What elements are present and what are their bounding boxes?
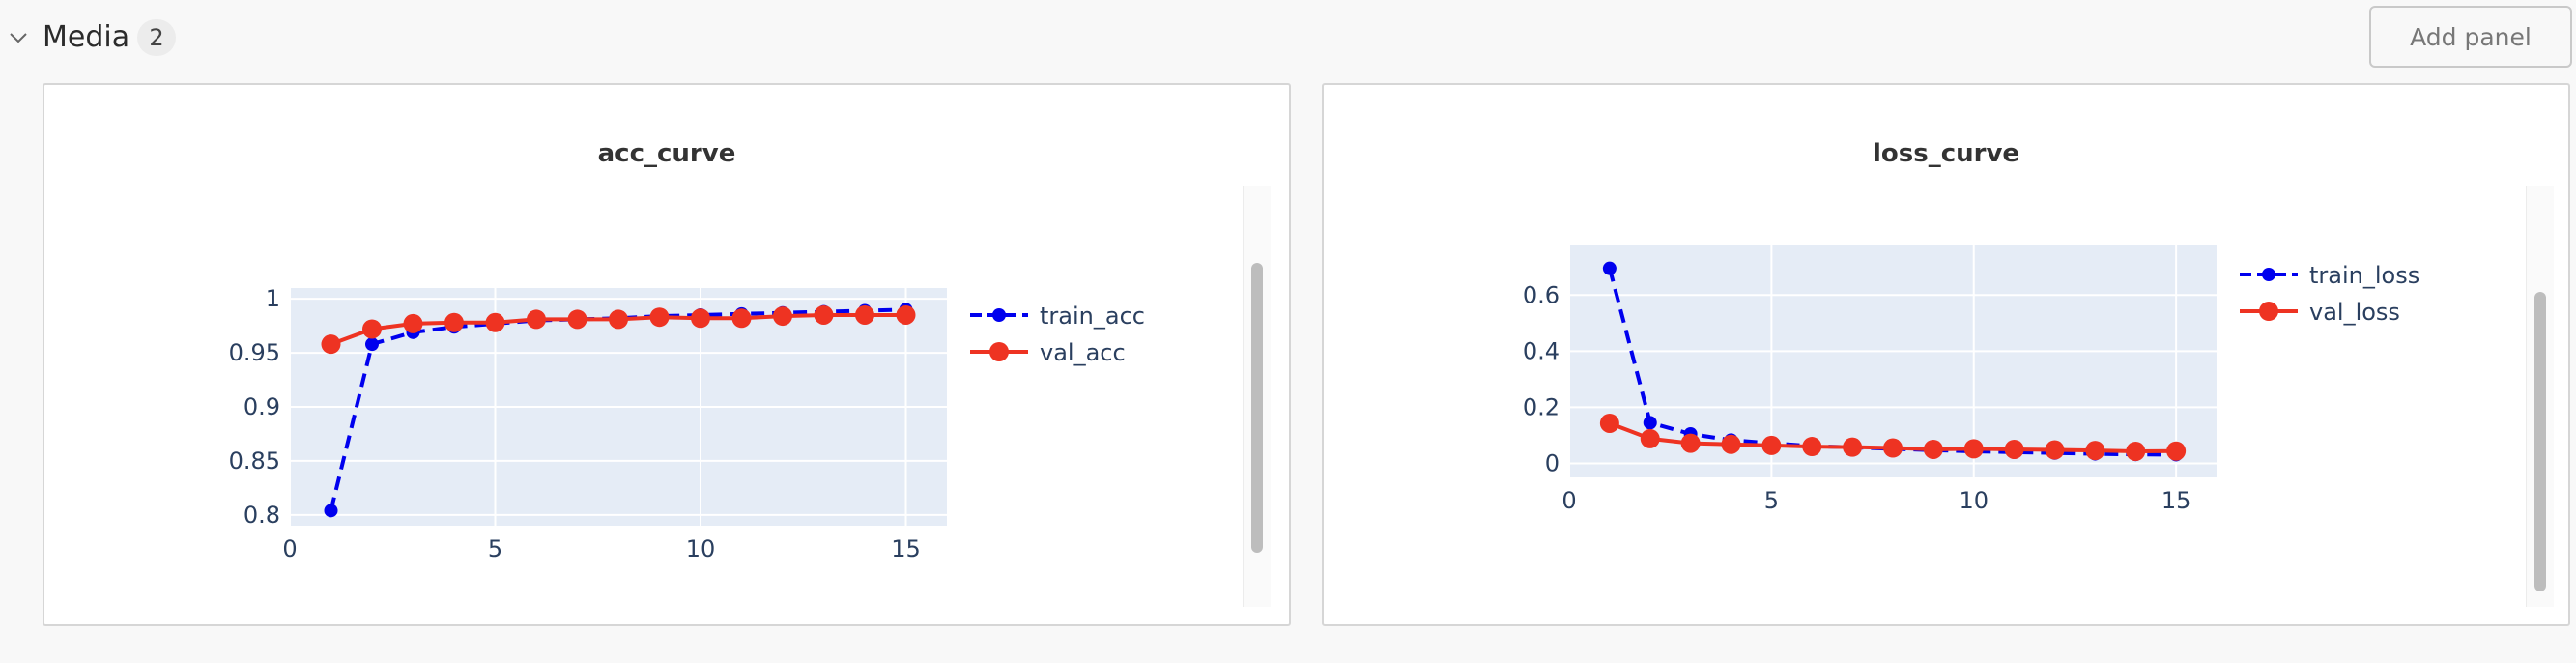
legend-swatch-marker — [2259, 302, 2278, 321]
y-tick-label: 0.9 — [243, 393, 280, 420]
train_acc-point — [324, 504, 338, 518]
val_loss-point — [1599, 413, 1619, 433]
legend-label: val_acc — [1040, 339, 1126, 366]
panel-scrollbar[interactable] — [2526, 186, 2554, 607]
val_acc-point — [731, 308, 752, 329]
y-tick-label: 0 — [1545, 449, 1560, 476]
panel-scrollbar[interactable] — [1243, 186, 1271, 607]
val_loss-point — [2166, 441, 2187, 461]
val_acc-point — [527, 309, 546, 330]
x-tick-label: 5 — [1764, 487, 1779, 514]
panel-title: acc_curve — [597, 139, 736, 168]
val_acc-point — [691, 308, 710, 329]
y-tick-label: 0.6 — [1523, 281, 1560, 308]
y-tick-label: 1 — [266, 285, 280, 312]
val_loss-point — [1640, 428, 1660, 448]
scrollbar-thumb[interactable] — [2534, 292, 2546, 591]
add-panel-button[interactable]: Add panel — [2369, 6, 2572, 68]
val_acc-point — [362, 319, 382, 339]
x-tick-label: 15 — [2161, 487, 2191, 514]
x-tick-label: 0 — [282, 535, 297, 562]
val_loss-point — [1761, 435, 1782, 455]
y-tick-label: 0.4 — [1523, 337, 1560, 364]
acc-curve-chart: 0 5 10 15 0.8 0.85 0.9 0.95 1 train_acc val_acc — [229, 285, 1145, 562]
train_loss-point — [1643, 416, 1657, 430]
val_loss-point — [1923, 439, 1943, 459]
panel-count-badge: 2 — [137, 19, 176, 56]
media-section-header: Media 2 Add panel — [0, 0, 2576, 77]
val_acc-point — [485, 312, 505, 332]
y-tick-label: 0.95 — [229, 339, 280, 366]
chevron-down-icon[interactable] — [8, 27, 29, 48]
val_loss-point — [1963, 439, 1984, 459]
val_acc-point — [896, 304, 916, 325]
legend-label: train_loss — [2309, 262, 2419, 289]
val_loss-point — [2045, 440, 2065, 460]
val_acc-point — [321, 334, 341, 355]
legend-label: val_loss — [2309, 299, 2400, 326]
loss-curve-chart: 0 5 10 15 0 0.2 0.4 0.6 train_loss val_loss — [1523, 245, 2419, 514]
legend-label: train_acc — [1040, 303, 1145, 330]
train_loss-point — [1602, 261, 1617, 275]
x-tick-label: 10 — [686, 535, 716, 562]
scrollbar-thumb[interactable] — [1251, 263, 1263, 553]
val_acc-point — [855, 304, 874, 325]
x-tick-label: 15 — [891, 535, 921, 562]
x-tick-label: 0 — [1561, 487, 1576, 514]
legend-swatch-marker — [2262, 268, 2275, 281]
val_loss-point — [1802, 437, 1822, 457]
section-title[interactable]: Media — [43, 20, 130, 54]
val_loss-point — [1883, 438, 1903, 458]
y-tick-label: 0.8 — [243, 502, 280, 529]
x-tick-label: 5 — [488, 535, 502, 562]
val_loss-point — [1721, 434, 1741, 454]
val_acc-point — [609, 309, 628, 330]
val_acc-point — [567, 309, 587, 330]
val_acc-point — [403, 313, 423, 333]
y-tick-label: 0.2 — [1523, 393, 1560, 420]
val_loss-point — [2126, 441, 2146, 461]
val_acc-point — [814, 304, 834, 325]
acc-curve-panel: acc_curve 0 5 10 15 0.8 0.85 0.9 0.95 1 train_acc… — [43, 83, 1291, 626]
train_acc-point — [365, 337, 379, 352]
legend-swatch-marker — [992, 308, 1006, 322]
val_acc-point — [649, 307, 670, 328]
val_loss-point — [1843, 437, 1863, 457]
panel-title: loss_curve — [1872, 139, 2020, 168]
val_loss-point — [2085, 441, 2105, 461]
val_loss-point — [1680, 433, 1701, 453]
val_acc-point — [444, 312, 464, 332]
x-tick-label: 10 — [1959, 487, 1989, 514]
val_loss-point — [2004, 439, 2024, 459]
val_acc-point — [773, 306, 792, 327]
y-tick-label: 0.85 — [229, 447, 280, 475]
legend-swatch-marker — [989, 342, 1009, 361]
